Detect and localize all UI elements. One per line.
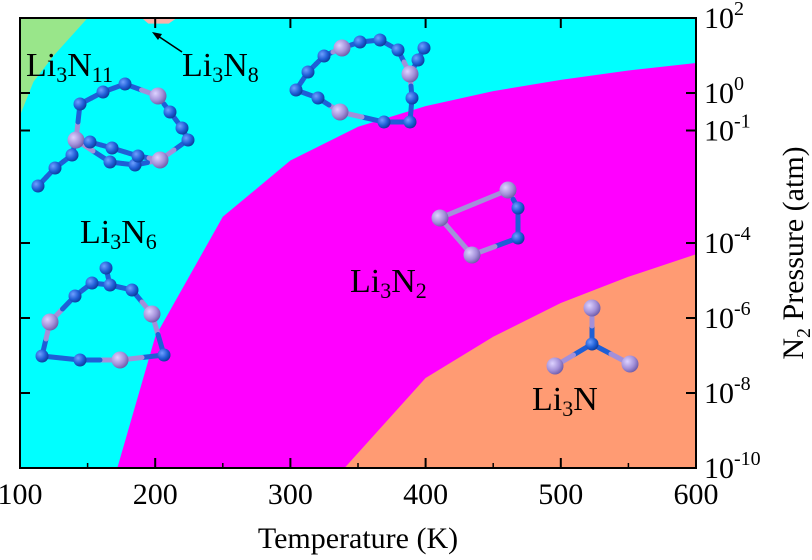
n-atom (65, 148, 79, 162)
n-atom (118, 77, 132, 91)
y-tick-label: 10-6 (704, 298, 751, 335)
x-tick-label: 300 (268, 478, 313, 511)
n-atom (105, 141, 119, 155)
n-atom (31, 179, 45, 193)
x-axis-label: Temperature (K) (258, 522, 458, 555)
n-atom (125, 283, 139, 297)
n-atom (35, 349, 49, 363)
molecule-structures (31, 33, 639, 375)
y-tick-label: 10-1 (704, 111, 751, 148)
region-label-li3n: Li3N (532, 381, 598, 421)
li-atom (331, 103, 349, 121)
li-atom (67, 131, 85, 149)
n-atom (83, 135, 97, 149)
n-atom (131, 149, 145, 163)
x-tick-label: 200 (133, 478, 178, 511)
region-li3n11 (20, 18, 88, 116)
molecule-li3n8 (289, 33, 431, 129)
n-atom (585, 337, 599, 351)
li3n8-pointer-arrow (152, 32, 183, 53)
n-atom (96, 85, 110, 99)
molecule-li3n6 (35, 261, 171, 369)
li-atom (149, 87, 167, 105)
n-atom (99, 261, 113, 275)
x-tick-label: 100 (0, 478, 43, 511)
y-tick-label: 10-8 (704, 373, 751, 410)
n-atom (311, 91, 325, 105)
region-li3n (344, 254, 696, 468)
y-tick-label: 10-4 (704, 223, 751, 260)
n-atom (511, 201, 525, 215)
n-atom (289, 83, 303, 97)
n-atom (411, 53, 425, 67)
n-atom (301, 65, 315, 79)
li-atom (463, 246, 481, 264)
region-li3n8 (141, 18, 177, 24)
n-atom (417, 41, 431, 55)
li-atom (41, 313, 59, 331)
n-atom (48, 161, 62, 175)
li-atom (621, 355, 639, 373)
n-atom (405, 91, 419, 105)
li-atom (401, 65, 419, 83)
n-atom (403, 115, 417, 129)
li-atom (151, 151, 169, 169)
n-atom (353, 35, 367, 49)
x-tick-label: 600 (674, 478, 719, 511)
li-atom (583, 299, 601, 317)
region-labels: Li3N11 Li3N8 Li3N6 Li3N2 Li3N (26, 32, 598, 421)
li-atom (546, 357, 564, 375)
region-label-li3n11: Li3N11 (26, 47, 113, 87)
n-atom (68, 289, 82, 303)
n-atom (103, 278, 117, 292)
n-atom (103, 155, 117, 169)
region-label-li3n6: Li3N6 (80, 214, 157, 254)
n-atom (391, 43, 405, 57)
li-atom (143, 305, 161, 323)
x-tick-label: 400 (403, 478, 448, 511)
y-tick-label: 10-10 (704, 448, 761, 485)
n-atom (175, 121, 189, 135)
region-label-li3n2: Li3N2 (350, 263, 427, 303)
region-label-li3n8: Li3N8 (182, 47, 259, 87)
x-tick-label: 500 (538, 478, 583, 511)
n-atom (73, 353, 87, 367)
molecule-li3n (546, 299, 639, 375)
n-atom (73, 97, 87, 111)
y-tick-label: 100 (704, 73, 744, 110)
n-atom (511, 231, 525, 245)
n-atom (163, 105, 177, 119)
y-tick-label: 102 (704, 0, 744, 35)
li-atom (499, 181, 517, 199)
n-atom (85, 276, 99, 290)
molecule-li3n2 (431, 181, 525, 264)
li-atom (111, 351, 129, 369)
y-axis-label: N2 Pressure (atm) (777, 146, 812, 359)
n-atom (373, 33, 387, 47)
n-atom (157, 348, 171, 362)
li-atom (431, 209, 449, 227)
n-atom (377, 115, 391, 129)
n-atom (317, 49, 331, 63)
li-atom (333, 39, 351, 57)
molecule-li3n11 (31, 77, 195, 193)
n-atom (181, 133, 195, 147)
